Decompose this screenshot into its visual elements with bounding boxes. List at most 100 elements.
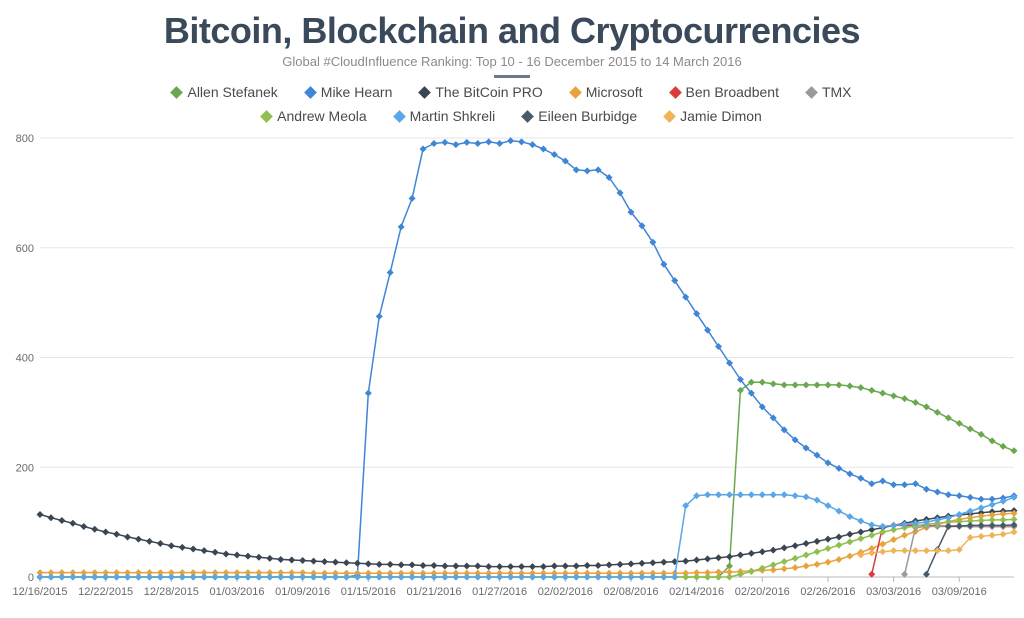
x-tick-label: 01/03/2016 <box>209 586 264 598</box>
series-marker <box>343 559 350 566</box>
series-marker <box>343 574 350 581</box>
legend-item: Mike Hearn <box>306 84 393 100</box>
series-marker <box>814 561 821 568</box>
line-chart-svg: 020040060080012/16/201512/22/201512/28/2… <box>0 130 1024 605</box>
series-marker <box>890 536 897 543</box>
series-marker <box>398 223 405 230</box>
series-marker <box>748 491 755 498</box>
series-marker <box>693 574 700 581</box>
series-marker <box>682 558 689 565</box>
series-marker <box>168 542 175 549</box>
series-marker <box>923 403 930 410</box>
y-tick-label: 800 <box>16 133 34 145</box>
series-marker <box>792 492 799 499</box>
series-marker <box>737 491 744 498</box>
series-marker <box>529 574 536 581</box>
series-marker <box>781 565 788 572</box>
series-marker <box>923 486 930 493</box>
series-marker <box>310 574 317 581</box>
series-marker <box>595 574 602 581</box>
series-marker <box>430 140 437 147</box>
series-marker <box>956 492 963 499</box>
x-tick-label: 12/16/2015 <box>12 586 67 598</box>
series-marker <box>441 574 448 581</box>
legend-swatch-icon <box>669 86 682 99</box>
series-marker <box>803 493 810 500</box>
legend-label: Andrew Meola <box>277 108 367 124</box>
legend-item: Ben Broadbent <box>671 84 779 100</box>
series-marker <box>135 574 142 581</box>
series-marker <box>441 139 448 146</box>
series-line <box>40 141 1014 577</box>
series-marker <box>792 564 799 571</box>
series-marker <box>113 574 120 581</box>
series-marker <box>978 431 985 438</box>
series-marker <box>277 556 284 563</box>
series-marker <box>627 560 634 567</box>
series-marker <box>627 574 634 581</box>
series-marker <box>485 563 492 570</box>
legend-label: Martin Shkreli <box>410 108 496 124</box>
y-tick-label: 600 <box>16 243 34 255</box>
series-marker <box>37 511 44 518</box>
series-marker <box>299 557 306 564</box>
series-marker <box>420 145 427 152</box>
series-marker <box>573 574 580 581</box>
series-marker <box>562 574 569 581</box>
series-marker <box>846 531 853 538</box>
y-tick-label: 0 <box>28 572 34 584</box>
series-marker <box>901 547 908 554</box>
series-marker <box>649 574 656 581</box>
series-marker <box>420 562 427 569</box>
series-marker <box>255 574 262 581</box>
series-marker <box>770 491 777 498</box>
series-marker <box>978 533 985 540</box>
series-line <box>40 511 1014 567</box>
legend-label: The BitCoin PRO <box>435 84 542 100</box>
series-marker <box>124 574 131 581</box>
series-marker <box>507 563 514 570</box>
series-marker <box>879 390 886 397</box>
series-marker <box>835 381 842 388</box>
series-marker <box>781 381 788 388</box>
series-marker <box>934 488 941 495</box>
series-marker <box>879 548 886 555</box>
series-marker <box>803 552 810 559</box>
series-marker <box>649 559 656 566</box>
x-tick-label: 02/26/2016 <box>800 586 855 598</box>
series-marker <box>715 554 722 561</box>
chart-title: Bitcoin, Blockchain and Cryptocurrencies <box>0 10 1024 52</box>
series-marker <box>1011 529 1018 536</box>
series-marker <box>584 562 591 569</box>
series-marker <box>846 513 853 520</box>
series-marker <box>157 540 164 547</box>
series-marker <box>814 497 821 504</box>
chart-plot-area: 020040060080012/16/201512/22/201512/28/2… <box>0 130 1024 610</box>
series-marker <box>704 491 711 498</box>
series-marker <box>868 387 875 394</box>
series-marker <box>857 535 864 542</box>
series-marker <box>80 523 87 530</box>
series-marker <box>233 574 240 581</box>
series-marker <box>737 552 744 559</box>
series-marker <box>474 574 481 581</box>
series-marker <box>430 574 437 581</box>
series-marker <box>835 465 842 472</box>
series-marker <box>146 538 153 545</box>
series-marker <box>485 138 492 145</box>
series-marker <box>824 502 831 509</box>
series-marker <box>190 574 197 581</box>
series-marker <box>518 563 525 570</box>
series-marker <box>945 523 952 530</box>
series-marker <box>912 547 919 554</box>
series-marker <box>540 574 547 581</box>
x-tick-label: 02/20/2016 <box>735 586 790 598</box>
series-marker <box>846 383 853 390</box>
series-marker <box>682 574 689 581</box>
series-marker <box>824 536 831 543</box>
series-marker <box>332 559 339 566</box>
x-tick-label: 01/27/2016 <box>472 586 527 598</box>
x-tick-label: 02/14/2016 <box>669 586 724 598</box>
x-tick-label: 01/15/2016 <box>341 586 396 598</box>
series-marker <box>146 574 153 581</box>
